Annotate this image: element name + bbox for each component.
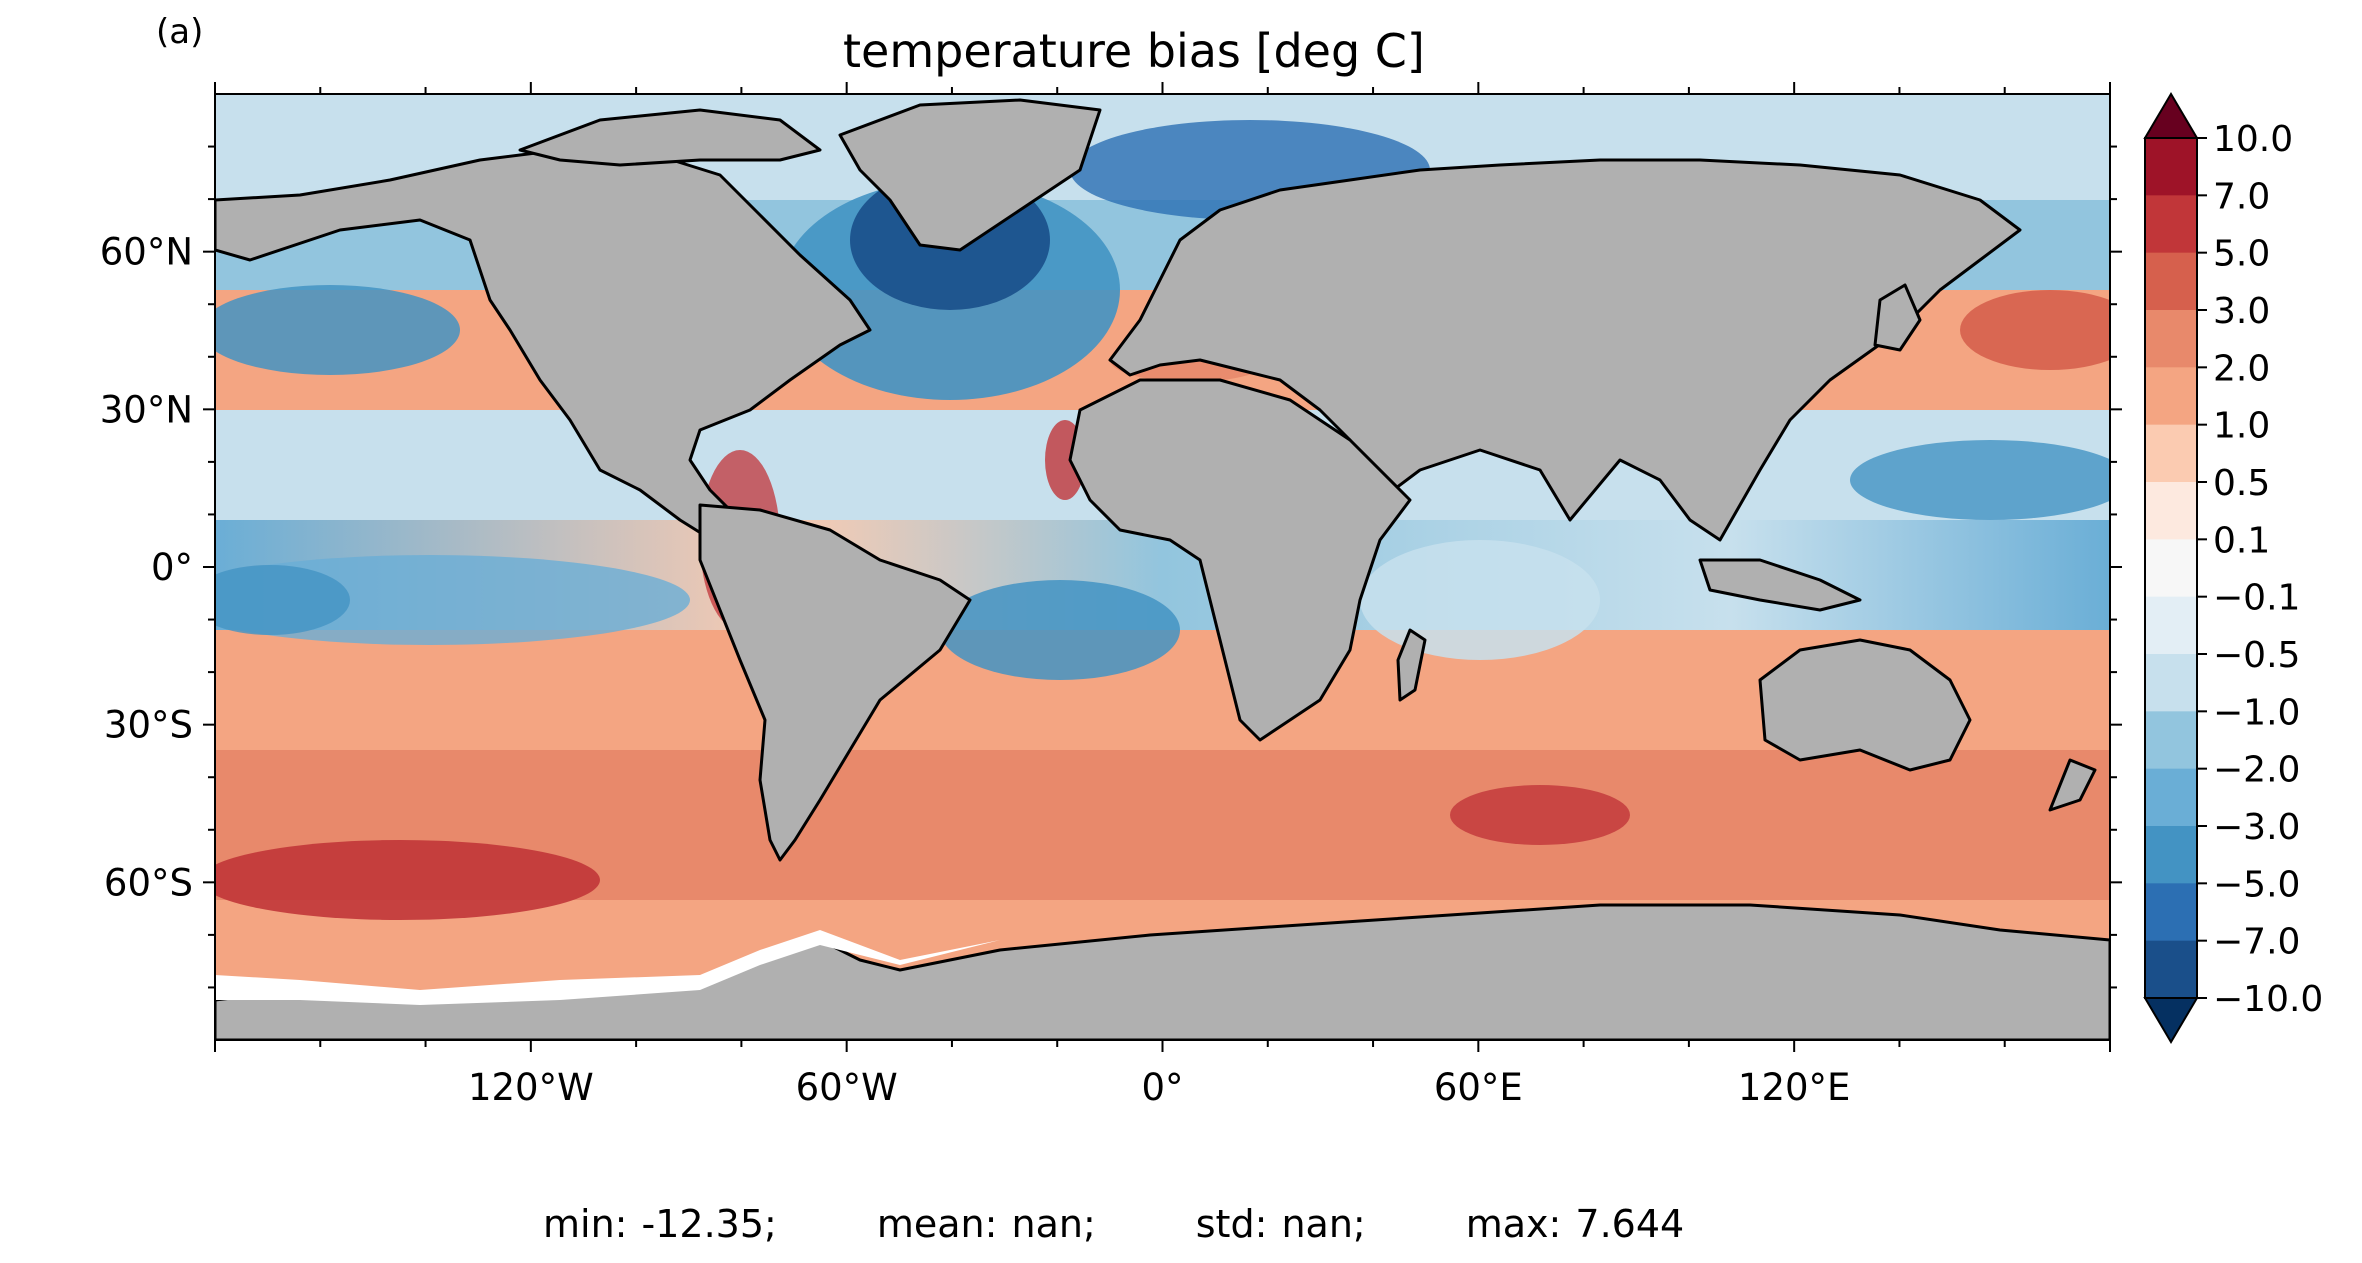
x-tick-label: 120°W: [468, 1066, 594, 1109]
colorbar-segment: [2145, 768, 2197, 827]
colorbar-segment: [2145, 138, 2197, 196]
x-tick-label: 60°E: [1434, 1066, 1523, 1109]
antarctic-sea-ice: [215, 930, 1000, 1005]
colorbar-label: −5.0: [2213, 864, 2300, 905]
colorbar-segment: [2145, 252, 2197, 311]
colorbar-segment: [2145, 654, 2197, 712]
north-pacific-cold-anomaly: [215, 285, 460, 375]
madagascar: [1396, 628, 1427, 702]
x-tick-label: 0°: [1141, 1066, 1183, 1109]
tick-marks: [203, 82, 2122, 1052]
west-pacific-cool-anomaly: [1850, 440, 2110, 520]
stat-std: std: nan;: [1195, 1202, 1366, 1246]
arctic-islands: [518, 108, 822, 167]
colorbar-label: 3.0: [2213, 291, 2270, 332]
colorbar-segment: [2145, 940, 2197, 999]
colorbar-label: −3.0: [2213, 807, 2300, 848]
stat-min: min: -12.35;: [543, 1202, 777, 1246]
colorbar-segment: [2145, 367, 2197, 426]
south-america: [698, 503, 972, 862]
colorbar-label: −7.0: [2213, 922, 2300, 963]
colorbar-extend-min: [2143, 997, 2199, 1044]
colorbar-label: 1.0: [2213, 406, 2270, 447]
map-area: [215, 94, 2110, 1040]
south-pacific-warm-anomaly: [215, 840, 600, 920]
map-title: temperature bias [deg C]: [843, 24, 1425, 78]
australia: [1758, 638, 1972, 772]
kuroshio-warm-anomaly: [1960, 290, 2110, 370]
stats-line: min: -12.35; mean: nan; std: nan; max: 7.64…: [543, 1202, 1684, 1246]
colorbar-segment: [2145, 424, 2197, 483]
greenland: [838, 98, 1102, 252]
y-tick-label: 30°N: [100, 388, 193, 431]
panel-label: (a): [156, 12, 204, 52]
x-tick-label: 60°W: [796, 1066, 898, 1109]
colorbar-segment: [2145, 826, 2197, 884]
y-tick-label: 0°: [151, 546, 193, 589]
colorbar-segment: [2145, 539, 2197, 598]
colorbar-label: −0.5: [2213, 635, 2300, 676]
colorbar-labels: 10.0 7.0 5.0 3.0 2.0 1.0 0.5 0.1 −0.1 −0.5 −1.0 −2.…: [2197, 119, 2323, 1020]
colorbar-label: 10.0: [2213, 119, 2293, 160]
colorbar-label: 2.0: [2213, 348, 2270, 389]
colorbar-segment: [2145, 195, 2197, 254]
x-tick-label: 120°E: [1738, 1066, 1851, 1109]
colorbar-extend-max: [2143, 92, 2199, 139]
colorbar-segment: [2145, 482, 2197, 540]
japan: [1873, 283, 1922, 352]
colorbar-label: 0.5: [2213, 463, 2270, 504]
colorbar-label: 0.1: [2213, 520, 2270, 561]
south-atlantic-cold-anomaly: [940, 580, 1180, 680]
stat-max: max: 7.644: [1465, 1202, 1685, 1246]
europe-asia: [1108, 158, 2022, 542]
new-zealand: [2048, 758, 2097, 812]
colorbar-segment: [2145, 310, 2197, 368]
colorbar-label: 5.0: [2213, 234, 2270, 275]
colorbar: [2143, 92, 2199, 1044]
y-tick-labels: 60°N 30°N 0° 30°S 60°S: [100, 231, 193, 905]
colorbar-frame: [2144, 137, 2198, 999]
colorbar-segment: [2145, 883, 2197, 942]
colorbar-segment: [2145, 711, 2197, 770]
colorbar-label: −2.0: [2213, 750, 2300, 791]
land-masses: [215, 98, 2110, 1040]
indonesia: [1698, 558, 1862, 612]
colorbar-label: −1.0: [2213, 692, 2300, 733]
tropical-pacific-cold-anomaly: [215, 555, 690, 645]
indian-ocean-cool-anomaly: [1360, 540, 1600, 660]
colorbar-segment: [2145, 596, 2197, 655]
y-tick-label: 30°S: [104, 704, 193, 747]
west-pacific-cold-anomaly: [215, 565, 350, 635]
colorbar-label: −0.1: [2213, 578, 2300, 619]
colorbar-label: 7.0: [2213, 176, 2270, 217]
x-tick-labels: 120°W 60°W 0° 60°E 120°E: [468, 1066, 1850, 1109]
colorbar-label: −10.0: [2213, 979, 2323, 1020]
y-tick-label: 60°S: [104, 861, 193, 904]
stat-mean: mean: nan;: [876, 1202, 1096, 1246]
indian-southern-warm-anomaly: [1450, 785, 1630, 845]
africa: [1068, 378, 1412, 742]
y-tick-label: 60°N: [100, 231, 193, 274]
